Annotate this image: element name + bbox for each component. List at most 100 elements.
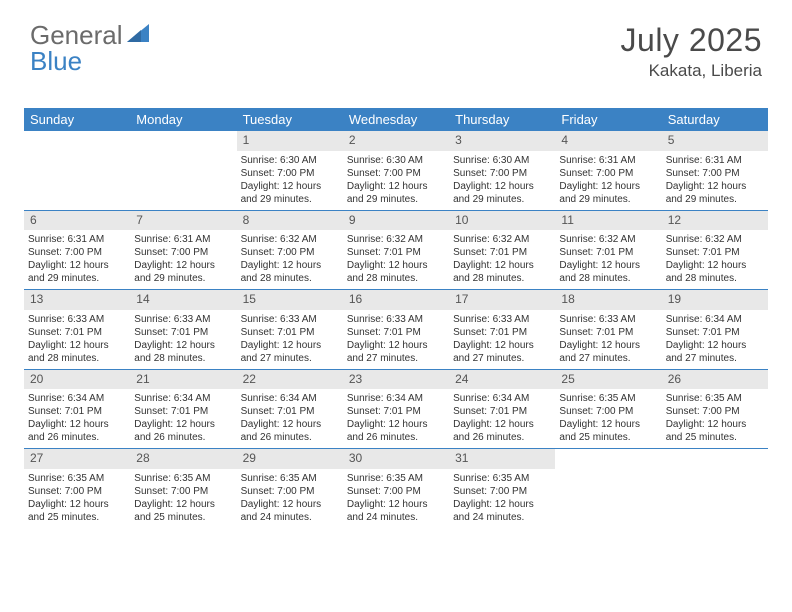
day-number: 31 xyxy=(449,449,555,469)
location-label: Kakata, Liberia xyxy=(621,61,762,81)
calendar-cell xyxy=(24,131,130,210)
day-number: 18 xyxy=(555,290,661,310)
col-wednesday: Wednesday xyxy=(343,108,449,131)
calendar-body: 1Sunrise: 6:30 AMSunset: 7:00 PMDaylight… xyxy=(24,131,768,528)
daylight-text: Daylight: 12 hours and 24 minutes. xyxy=(453,498,551,524)
sunset-text: Sunset: 7:00 PM xyxy=(241,246,339,259)
calendar-cell: 2Sunrise: 6:30 AMSunset: 7:00 PMDaylight… xyxy=(343,131,449,210)
calendar-cell xyxy=(555,449,661,528)
daylight-text: Daylight: 12 hours and 25 minutes. xyxy=(134,498,232,524)
calendar-cell xyxy=(130,131,236,210)
calendar-cell: 31 Sunrise: 6:35 AMSunset: 7:00 PMDayligh… xyxy=(449,449,555,528)
daylight-text: Daylight: 12 hours and 25 minutes. xyxy=(666,418,764,444)
daylight-text: Daylight: 12 hours and 29 minutes. xyxy=(134,259,232,285)
sunrise-text: Sunrise: 6:35 AM xyxy=(453,472,551,485)
sunrise-text: Sunrise: 6:31 AM xyxy=(134,233,232,246)
cell-content: Sunrise: 6:34 AMSunset: 7:01 PMDaylight:… xyxy=(130,390,236,448)
col-friday: Friday xyxy=(555,108,661,131)
cell-content: Sunrise: 6:35 AMSunset: 7:00 PMDaylight:… xyxy=(24,470,130,528)
col-monday: Monday xyxy=(130,108,236,131)
daylight-text: Daylight: 12 hours and 27 minutes. xyxy=(666,339,764,365)
sunrise-text: Sunrise: 6:31 AM xyxy=(559,154,657,167)
sunset-text: Sunset: 7:01 PM xyxy=(453,405,551,418)
cell-content: Sunrise: 6:31 AMSunset: 7:00 PMDaylight:… xyxy=(555,152,661,210)
sunset-text: Sunset: 7:00 PM xyxy=(666,167,764,180)
daylight-text: Daylight: 12 hours and 28 minutes. xyxy=(666,259,764,285)
sunset-text: Sunset: 7:01 PM xyxy=(134,326,232,339)
cell-content: Sunrise: 6:32 AMSunset: 7:01 PMDaylight:… xyxy=(449,231,555,289)
sunset-text: Sunset: 7:00 PM xyxy=(347,485,445,498)
daylight-text: Daylight: 12 hours and 26 minutes. xyxy=(241,418,339,444)
calendar-cell: 7Sunrise: 6:31 AMSunset: 7:00 PMDaylight… xyxy=(130,211,236,290)
sunrise-text: Sunrise: 6:33 AM xyxy=(559,313,657,326)
sunrise-text: Sunrise: 6:31 AM xyxy=(28,233,126,246)
sunrise-text: Sunrise: 6:34 AM xyxy=(347,392,445,405)
calendar-cell: 20Sunrise: 6:34 AMSunset: 7:01 PMDayligh… xyxy=(24,370,130,449)
sunrise-text: Sunrise: 6:34 AM xyxy=(28,392,126,405)
sunset-text: Sunset: 7:00 PM xyxy=(453,485,551,498)
sunrise-text: Sunrise: 6:30 AM xyxy=(453,154,551,167)
sunrise-text: Sunrise: 6:35 AM xyxy=(559,392,657,405)
day-number: 22 xyxy=(237,370,343,390)
cell-content: Sunrise: 6:35 AMSunset: 7:00 PMDaylight:… xyxy=(343,470,449,528)
day-number: 10 xyxy=(449,211,555,231)
day-number: 30 xyxy=(343,449,449,469)
day-number: 5 xyxy=(662,131,768,151)
sunset-text: Sunset: 7:00 PM xyxy=(559,167,657,180)
cell-content: Sunrise: 6:33 AMSunset: 7:01 PMDaylight:… xyxy=(555,311,661,369)
calendar-cell: 12Sunrise: 6:32 AMSunset: 7:01 PMDayligh… xyxy=(662,211,768,290)
sunrise-text: Sunrise: 6:34 AM xyxy=(453,392,551,405)
sunset-text: Sunset: 7:01 PM xyxy=(28,405,126,418)
sunrise-text: Sunrise: 6:33 AM xyxy=(241,313,339,326)
daylight-text: Daylight: 12 hours and 24 minutes. xyxy=(241,498,339,524)
sunrise-text: Sunrise: 6:33 AM xyxy=(347,313,445,326)
sunset-text: Sunset: 7:00 PM xyxy=(559,405,657,418)
daylight-text: Daylight: 12 hours and 28 minutes. xyxy=(241,259,339,285)
sunrise-text: Sunrise: 6:35 AM xyxy=(241,472,339,485)
daylight-text: Daylight: 12 hours and 27 minutes. xyxy=(453,339,551,365)
day-number: 3 xyxy=(449,131,555,151)
day-number: 26 xyxy=(662,370,768,390)
cell-content: Sunrise: 6:35 AMSunset: 7:00 PMDaylight:… xyxy=(662,390,768,448)
cell-content: Sunrise: 6:30 AMSunset: 7:00 PMDaylight:… xyxy=(449,152,555,210)
cell-content: Sunrise: 6:32 AMSunset: 7:01 PMDaylight:… xyxy=(662,231,768,289)
calendar-cell xyxy=(662,449,768,528)
cell-content: Sunrise: 6:33 AMSunset: 7:01 PMDaylight:… xyxy=(237,311,343,369)
calendar-cell: 10Sunrise: 6:32 AMSunset: 7:01 PMDayligh… xyxy=(449,211,555,290)
sunset-text: Sunset: 7:00 PM xyxy=(347,167,445,180)
daylight-text: Daylight: 12 hours and 26 minutes. xyxy=(453,418,551,444)
cell-content: Sunrise: 6:34 AMSunset: 7:01 PMDaylight:… xyxy=(24,390,130,448)
sunrise-text: Sunrise: 6:33 AM xyxy=(28,313,126,326)
calendar: Sunday Monday Tuesday Wednesday Thursday… xyxy=(24,108,768,528)
sunrise-text: Sunrise: 6:35 AM xyxy=(134,472,232,485)
sunrise-text: Sunrise: 6:34 AM xyxy=(134,392,232,405)
sunset-text: Sunset: 7:00 PM xyxy=(453,167,551,180)
calendar-cell: 5Sunrise: 6:31 AMSunset: 7:00 PMDaylight… xyxy=(662,131,768,210)
cell-content: Sunrise: 6:32 AMSunset: 7:01 PMDaylight:… xyxy=(343,231,449,289)
sunset-text: Sunset: 7:00 PM xyxy=(134,246,232,259)
calendar-cell: 17Sunrise: 6:33 AMSunset: 7:01 PMDayligh… xyxy=(449,290,555,369)
sunset-text: Sunset: 7:01 PM xyxy=(347,405,445,418)
cell-content: Sunrise: 6:35 AMSunset: 7:00 PMDaylight:… xyxy=(555,390,661,448)
daylight-text: Daylight: 12 hours and 29 minutes. xyxy=(347,180,445,206)
sunrise-text: Sunrise: 6:33 AM xyxy=(134,313,232,326)
logo-triangle-icon xyxy=(127,24,149,47)
cell-content: Sunrise: 6:31 AMSunset: 7:00 PMDaylight:… xyxy=(662,152,768,210)
cell-content: Sunrise: 6:34 AMSunset: 7:01 PMDaylight:… xyxy=(662,311,768,369)
day-number: 8 xyxy=(237,211,343,231)
cell-content: Sunrise: 6:34 AMSunset: 7:01 PMDaylight:… xyxy=(343,390,449,448)
month-title: July 2025 xyxy=(621,22,762,59)
sunset-text: Sunset: 7:00 PM xyxy=(28,485,126,498)
day-number: 24 xyxy=(449,370,555,390)
sunset-text: Sunset: 7:01 PM xyxy=(559,326,657,339)
cell-content: Sunrise: 6:35 AMSunset: 7:00 PMDaylight:… xyxy=(237,470,343,528)
sunset-text: Sunset: 7:01 PM xyxy=(666,246,764,259)
cell-content: Sunrise: 6:33 AMSunset: 7:01 PMDaylight:… xyxy=(24,311,130,369)
cell-content: Sunrise: 6:32 AMSunset: 7:01 PMDaylight:… xyxy=(555,231,661,289)
calendar-cell: 8Sunrise: 6:32 AMSunset: 7:00 PMDaylight… xyxy=(237,211,343,290)
calendar-cell: 24 Sunrise: 6:34 AMSunset: 7:01 PMDayligh… xyxy=(449,370,555,449)
day-number: 9 xyxy=(343,211,449,231)
cell-content: Sunrise: 6:30 AMSunset: 7:00 PMDaylight:… xyxy=(237,152,343,210)
cell-content: Sunrise: 6:34 AMSunset: 7:01 PMDaylight:… xyxy=(237,390,343,448)
cell-content: Sunrise: 6:33 AMSunset: 7:01 PMDaylight:… xyxy=(130,311,236,369)
